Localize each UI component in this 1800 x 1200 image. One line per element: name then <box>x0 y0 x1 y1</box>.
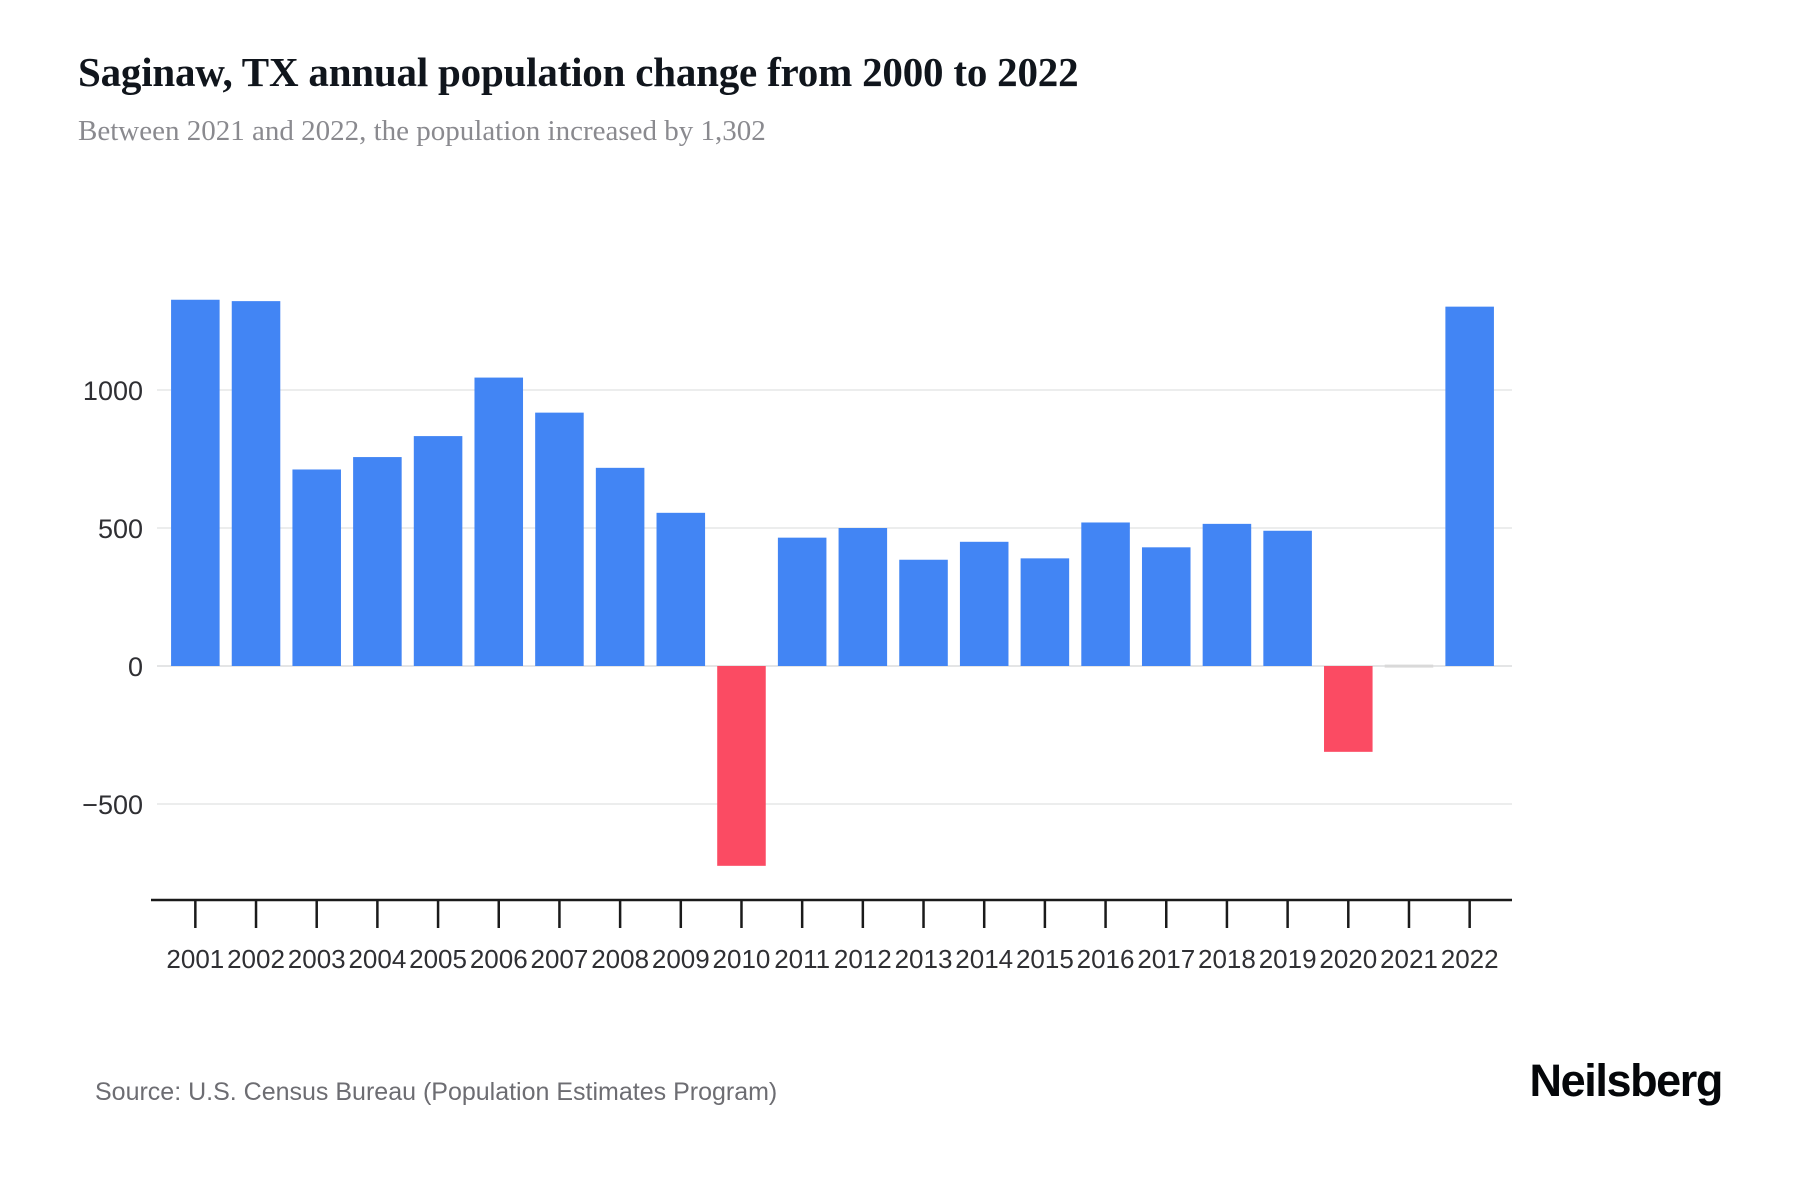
x-axis-tick-label-2005: 2005 <box>409 944 467 974</box>
x-axis-tick-label-2022: 2022 <box>1441 944 1499 974</box>
bar-2005[interactable] <box>413 436 463 666</box>
bar-2015[interactable] <box>1020 558 1070 666</box>
bar-2009[interactable] <box>656 512 706 666</box>
bar-2017[interactable] <box>1141 547 1191 666</box>
bar-2021[interactable] <box>1384 664 1434 668</box>
y-axis-tick-label: 0 <box>128 652 143 682</box>
bar-2001[interactable] <box>171 299 220 666</box>
chart-subtitle: Between 2021 and 2022, the population in… <box>78 115 766 148</box>
bar-2008[interactable] <box>595 467 645 666</box>
source-note: Source: U.S. Census Bureau (Population E… <box>95 1078 778 1106</box>
bar-2020[interactable] <box>1324 666 1373 752</box>
x-axis-tick-label-2017: 2017 <box>1137 944 1195 974</box>
bar-2012[interactable] <box>838 528 888 666</box>
x-axis-tick-label-2004: 2004 <box>348 944 406 974</box>
x-axis-tick-label-2016: 2016 <box>1077 944 1135 974</box>
bar-2019[interactable] <box>1263 530 1312 666</box>
y-axis-tick-label: 1000 <box>83 376 143 406</box>
x-axis-tick-label-2002: 2002 <box>227 944 285 974</box>
bar-2003[interactable] <box>292 469 341 666</box>
bar-2007[interactable] <box>535 412 584 666</box>
bar-2016[interactable] <box>1081 522 1130 666</box>
x-axis-tick-label-2018: 2018 <box>1198 944 1256 974</box>
x-axis-tick-label-2013: 2013 <box>895 944 953 974</box>
bar-2018[interactable] <box>1202 523 1252 666</box>
brand-logo: Neilsberg <box>1529 1055 1724 1106</box>
x-axis-tick-label-2014: 2014 <box>955 944 1013 974</box>
x-axis-tick-label-2021: 2021 <box>1380 944 1438 974</box>
chart-header: Saginaw, TX annual population change fro… <box>78 48 1718 149</box>
x-axis-tick-label-2010: 2010 <box>713 944 771 974</box>
x-axis-tick-label-2012: 2012 <box>834 944 892 974</box>
x-axis-tick-label-2011: 2011 <box>774 944 830 974</box>
bar-2013[interactable] <box>899 559 948 666</box>
bar-chart-svg: −500 0 500 1000 2001 2002 2003 2004 2005 2006 2007… <box>82 299 1512 974</box>
x-axis-tick-label-2008: 2008 <box>591 944 649 974</box>
page-title: Saginaw, TX annual population change fro… <box>78 49 1079 95</box>
x-axis-tick-label-2009: 2009 <box>652 944 710 974</box>
x-axis-tick-label-2019: 2019 <box>1259 944 1317 974</box>
bar-2022[interactable] <box>1445 306 1494 666</box>
y-axis-tick-label: 500 <box>98 514 143 544</box>
bar-2011[interactable] <box>777 537 827 666</box>
y-axis-tick-label: −500 <box>82 790 143 820</box>
x-axis-tick-label-2003: 2003 <box>288 944 346 974</box>
x-axis-tick-label-2006: 2006 <box>470 944 528 974</box>
x-axis-tick-label-2001: 2001 <box>166 944 224 974</box>
bar-2010[interactable] <box>717 666 766 866</box>
x-axis-tick-label-2007: 2007 <box>531 944 589 974</box>
bar-2004[interactable] <box>353 457 402 666</box>
bar-2006[interactable] <box>474 377 524 666</box>
bar-2014[interactable] <box>959 541 1009 666</box>
x-axis-tick-label-2015: 2015 <box>1016 944 1074 974</box>
bar-2002[interactable] <box>231 301 281 666</box>
x-axis-tick-label-2020: 2020 <box>1319 944 1377 974</box>
